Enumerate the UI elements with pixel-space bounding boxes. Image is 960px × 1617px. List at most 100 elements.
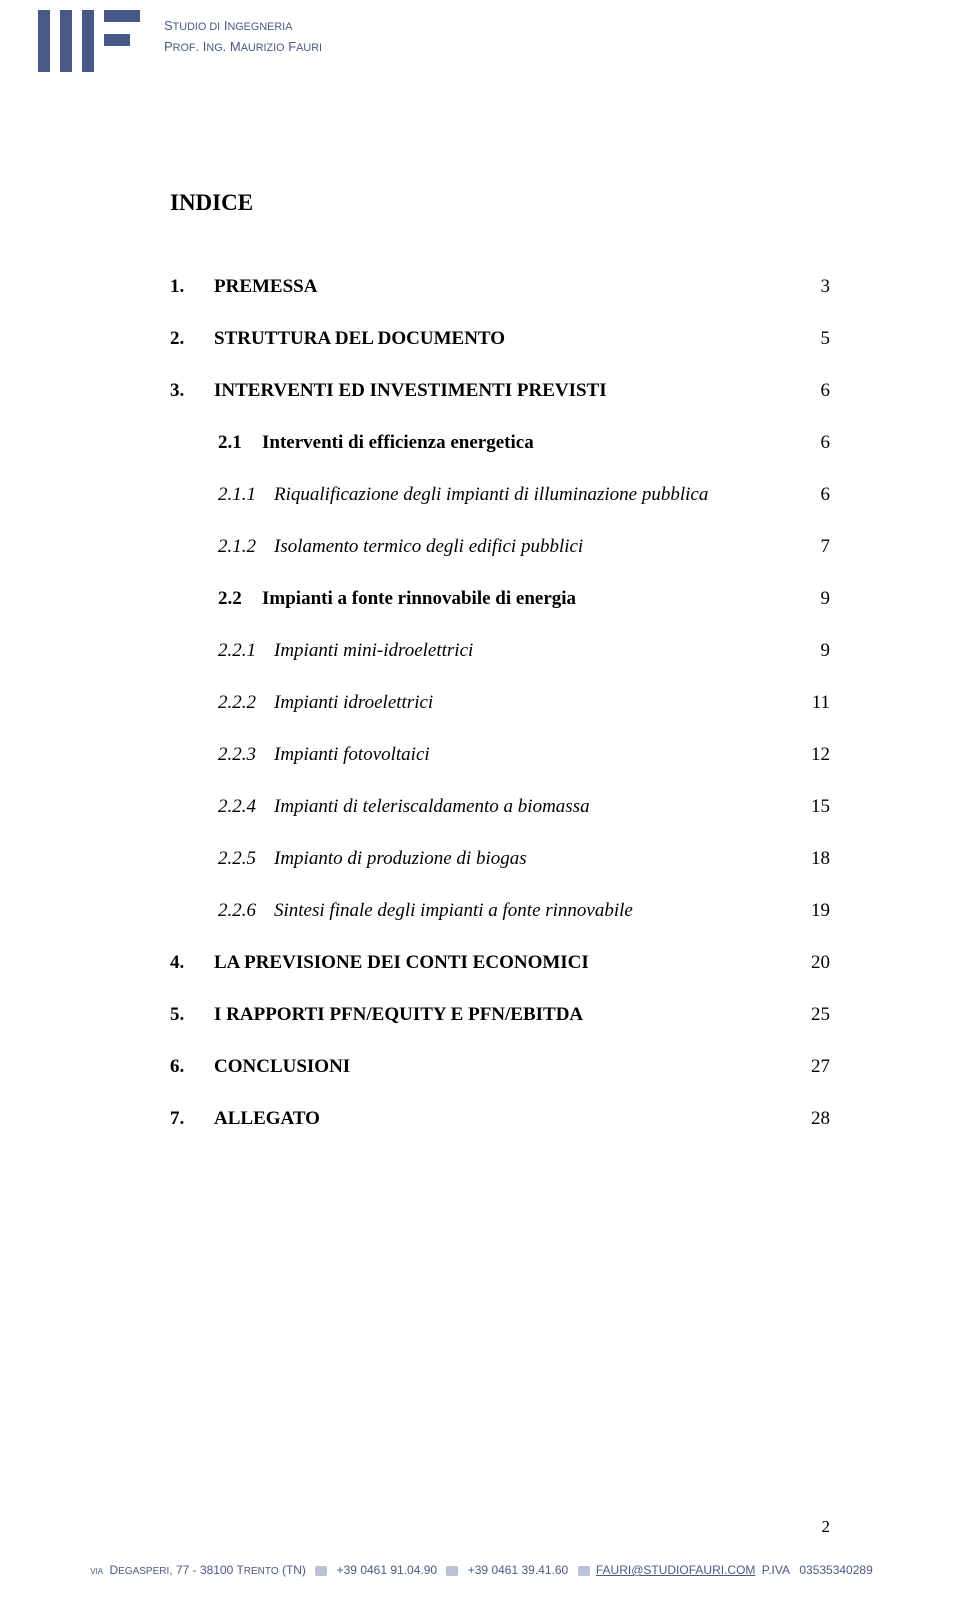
toc-label: 2.1Interventi di efficienza energetica [170, 432, 790, 454]
toc-entry-number: 7. [170, 1108, 214, 1130]
toc-entry-number: 2.1 [218, 432, 262, 454]
toc-row: 2.2.1Impianti mini-idroelettrici9 [170, 640, 830, 662]
toc-entry-text: CONCLUSIONI [214, 1056, 350, 1077]
toc-entry-page: 9 [790, 588, 830, 610]
toc-row: 3.INTERVENTI ED INVESTIMENTI PREVISTI6 [170, 380, 830, 402]
toc-entry-text: LA PREVISIONE DEI CONTI ECONOMICI [214, 952, 589, 973]
toc-row: 2.2.3Impianti fotovoltaici12 [170, 744, 830, 766]
toc-label: 6.CONCLUSIONI [170, 1056, 790, 1078]
toc-entry-number: 2.2.1 [218, 640, 274, 662]
toc-entry-number: 2.2.5 [218, 848, 274, 870]
toc-row: 2.1.1Riqualificazione degli impianti di … [170, 484, 830, 506]
toc-entry-page: 25 [790, 1004, 830, 1026]
toc-label: 2.STRUTTURA DEL DOCUMENTO [170, 328, 790, 350]
page-content: INDICE 1.PREMESSA32.STRUTTURA DEL DOCUME… [0, 100, 960, 1130]
page-number: 2 [822, 1517, 831, 1537]
toc-row: 4.LA PREVISIONE DEI CONTI ECONOMICI20 [170, 952, 830, 974]
toc-entry-text: Impianti di teleriscaldamento a biomassa [274, 796, 590, 817]
toc-row: 2.1Interventi di efficienza energetica6 [170, 432, 830, 454]
toc-label: 2.2.1Impianti mini-idroelettrici [170, 640, 790, 662]
toc-label: 7.ALLEGATO [170, 1108, 790, 1130]
toc-label: 3.INTERVENTI ED INVESTIMENTI PREVISTI [170, 380, 790, 402]
page-footer: via DEGASPERI, 77 - 38100 TRENTO (TN) +3… [0, 1563, 960, 1577]
toc-entry-page: 11 [790, 692, 830, 714]
toc-row: 2.2.4Impianti di teleriscaldamento a bio… [170, 796, 830, 818]
toc-row: 2.STRUTTURA DEL DOCUMENTO5 [170, 328, 830, 350]
toc-entry-text: Impianto di produzione di biogas [274, 848, 527, 869]
toc-row: 2.2.5Impianto di produzione di biogas18 [170, 848, 830, 870]
toc-label: 1.PREMESSA [170, 276, 790, 298]
toc-entry-page: 5 [790, 328, 830, 350]
toc-entry-number: 2.2.2 [218, 692, 274, 714]
toc-entry-text: I RAPPORTI PFN/EQUITY E PFN/EBITDA [214, 1004, 583, 1025]
toc-entry-text: INTERVENTI ED INVESTIMENTI PREVISTI [214, 380, 607, 401]
toc-entry-number: 4. [170, 952, 214, 974]
toc-row: 5.I RAPPORTI PFN/EQUITY E PFN/EBITDA25 [170, 1004, 830, 1026]
toc-row: 2.2.6Sintesi finale degli impianti a fon… [170, 900, 830, 922]
company-logo [30, 10, 140, 80]
toc-entry-page: 9 [790, 640, 830, 662]
toc-entry-number: 3. [170, 380, 214, 402]
toc-row: 2.2.2Impianti idroelettrici11 [170, 692, 830, 714]
toc-entry-text: Impianti fotovoltaici [274, 744, 430, 765]
footer-address: via DEGASPERI, 77 - 38100 TRENTO (TN) [87, 1563, 306, 1577]
toc-entry-page: 6 [790, 432, 830, 454]
toc-label: 2.2.3Impianti fotovoltaici [170, 744, 790, 766]
toc-label: 2.2.5Impianto di produzione di biogas [170, 848, 790, 870]
toc-entry-page: 12 [790, 744, 830, 766]
phone-icon [315, 1566, 327, 1576]
toc-entry-page: 3 [790, 276, 830, 298]
toc-entry-number: 2.1.1 [218, 484, 274, 506]
footer-piva-label: P.IVA [762, 1563, 790, 1577]
toc-title: INDICE [170, 190, 830, 216]
toc-entry-page: 15 [790, 796, 830, 818]
toc-row: 2.2Impianti a fonte rinnovabile di energ… [170, 588, 830, 610]
toc-row: 2.1.2Isolamento termico degli edifici pu… [170, 536, 830, 558]
toc-row: 7.ALLEGATO28 [170, 1108, 830, 1130]
toc-label: 5.I RAPPORTI PFN/EQUITY E PFN/EBITDA [170, 1004, 790, 1026]
toc-entry-page: 6 [790, 484, 830, 506]
toc-label: 2.1.1Riqualificazione degli impianti di … [170, 484, 790, 506]
toc-entry-text: STRUTTURA DEL DOCUMENTO [214, 328, 505, 349]
toc-label: 2.2.4Impianti di teleriscaldamento a bio… [170, 796, 790, 818]
toc-entry-text: Sintesi finale degli impianti a fonte ri… [274, 900, 633, 921]
toc-entry-text: Impianti mini-idroelettrici [274, 640, 473, 661]
toc-entry-text: Impianti idroelettrici [274, 692, 433, 713]
toc-list: 1.PREMESSA32.STRUTTURA DEL DOCUMENTO53.I… [170, 276, 830, 1130]
toc-entry-text: Isolamento termico degli edifici pubblic… [274, 536, 583, 557]
toc-label: 2.2Impianti a fonte rinnovabile di energ… [170, 588, 790, 610]
toc-entry-page: 18 [790, 848, 830, 870]
email-icon [578, 1566, 590, 1576]
toc-entry-page: 20 [790, 952, 830, 974]
toc-entry-number: 2.2 [218, 588, 262, 610]
toc-entry-number: 2.2.3 [218, 744, 274, 766]
toc-label: 2.1.2Isolamento termico degli edifici pu… [170, 536, 790, 558]
toc-label: 2.2.2Impianti idroelettrici [170, 692, 790, 714]
toc-entry-text: Impianti a fonte rinnovabile di energia [262, 588, 576, 609]
header-line-2: PROF. ING. MAURIZIO FAURI [164, 37, 322, 58]
header-line-1: STUDIO DI INGEGNERIA [164, 16, 322, 37]
toc-entry-number: 2.1.2 [218, 536, 274, 558]
toc-entry-text: PREMESSA [214, 276, 317, 297]
footer-email-link[interactable]: FAURI@STUDIOFAURI.COM [596, 1563, 756, 1577]
toc-entry-page: 28 [790, 1108, 830, 1130]
toc-entry-text: Interventi di efficienza energetica [262, 432, 534, 453]
toc-entry-number: 2.2.6 [218, 900, 274, 922]
toc-entry-page: 27 [790, 1056, 830, 1078]
toc-entry-page: 19 [790, 900, 830, 922]
toc-entry-page: 6 [790, 380, 830, 402]
footer-piva: 03535340289 [799, 1563, 872, 1577]
toc-entry-number: 2. [170, 328, 214, 350]
toc-entry-number: 2.2.4 [218, 796, 274, 818]
page-header: STUDIO DI INGEGNERIA PROF. ING. MAURIZIO… [0, 0, 960, 100]
toc-entry-number: 6. [170, 1056, 214, 1078]
footer-tel: +39 0461 91.04.90 [337, 1563, 437, 1577]
toc-label: 4.LA PREVISIONE DEI CONTI ECONOMICI [170, 952, 790, 974]
toc-entry-number: 1. [170, 276, 214, 298]
toc-label: 2.2.6Sintesi finale degli impianti a fon… [170, 900, 790, 922]
toc-row: 6.CONCLUSIONI27 [170, 1056, 830, 1078]
toc-entry-number: 5. [170, 1004, 214, 1026]
toc-entry-text: Riqualificazione degli impianti di illum… [274, 484, 708, 505]
header-company-text: STUDIO DI INGEGNERIA PROF. ING. MAURIZIO… [164, 16, 322, 58]
toc-entry-text: ALLEGATO [214, 1108, 320, 1129]
